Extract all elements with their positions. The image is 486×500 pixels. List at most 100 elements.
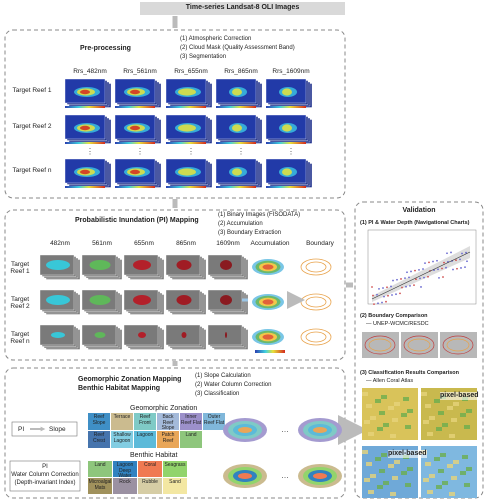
scatter-point (387, 294, 389, 297)
scatter-point (372, 294, 374, 297)
scatter-point (396, 278, 398, 281)
class-patch (449, 434, 455, 438)
comparison-line (368, 338, 392, 352)
class-patch (427, 432, 433, 436)
reef-signal (130, 89, 140, 95)
boundary-line (305, 331, 327, 343)
scatter-point (446, 252, 448, 255)
binary-reef (46, 260, 70, 270)
section-title: Probabilistic Inundation (PI) Mapping (75, 217, 199, 224)
class-swatch (157, 431, 179, 448)
binary-reef (176, 260, 192, 270)
colorbar (115, 142, 155, 144)
pi-box (4, 209, 346, 361)
class-patch (362, 392, 368, 396)
scatter-point (445, 266, 447, 269)
boundary-line (300, 328, 332, 346)
classified-reef (313, 473, 327, 479)
item-subtitle: — UNEP-WCMC/RESDC (366, 321, 429, 327)
colorbar (266, 142, 306, 144)
output-label: Slope (49, 426, 66, 433)
colorbar (166, 142, 206, 144)
step: (3) Boundary Extraction (218, 230, 282, 236)
ellipsis: ⋮ (187, 147, 195, 156)
class-patch (388, 406, 394, 410)
column-label: Accumulation (250, 240, 290, 247)
step: (1) Binary Images (FISODATA) (218, 212, 301, 218)
class-swatch (88, 461, 112, 477)
scatter-point (437, 268, 439, 271)
class-patch (364, 420, 370, 424)
binary-reef (220, 295, 232, 305)
class-swatch (157, 413, 179, 430)
classified-reef (313, 427, 327, 433)
scatter-point (424, 262, 426, 265)
class-swatch (203, 413, 225, 430)
scatter-point (376, 293, 378, 296)
class-patch (427, 490, 433, 494)
scatter-point (420, 286, 422, 288)
colorbar (216, 186, 256, 188)
class-patch (460, 471, 466, 475)
scatter-point (455, 259, 457, 262)
binary-reef (133, 295, 151, 305)
reef-signal (282, 88, 292, 96)
scatter-point (395, 293, 397, 296)
class-patch (405, 483, 411, 487)
reef-signal (232, 168, 242, 176)
class-label: Back Reef Slope (161, 414, 175, 431)
class-swatch (134, 431, 156, 448)
scatter-point (438, 276, 440, 279)
class-patch (429, 416, 435, 420)
class-label: Outer Reef Flat (203, 414, 225, 426)
binary-reef (176, 295, 192, 305)
class-patch (436, 485, 442, 489)
class-swatch (88, 413, 110, 430)
class-label: Reef Slope (92, 414, 106, 426)
scatter-point (406, 271, 408, 274)
class-swatch (113, 478, 137, 494)
class-patch (366, 462, 372, 466)
row-label: Target Reef 2 (12, 123, 52, 130)
colorbar (115, 186, 155, 188)
colorbar (166, 106, 206, 108)
class-label: Seagrass (164, 462, 186, 468)
class-patch (440, 453, 446, 457)
class-patch (390, 492, 396, 496)
ellipsis: ⋮ (136, 147, 144, 156)
class-patch (429, 474, 435, 478)
scatter-point (390, 285, 392, 288)
subsection-title: Geomorphic Zonation (130, 405, 198, 412)
class-swatch (88, 431, 110, 448)
scatter-point (400, 278, 402, 280)
class-swatch (111, 431, 133, 448)
scatter-point (442, 276, 444, 278)
binary-reef (89, 295, 111, 305)
binary-reef (46, 295, 70, 305)
scatter-point (401, 286, 403, 289)
colorbar (216, 106, 256, 108)
column-label: 655nm (134, 240, 154, 247)
scatter-point (452, 268, 454, 271)
class-swatch (180, 431, 202, 448)
class-label: Terrace (113, 414, 131, 420)
scatter-point (418, 268, 420, 271)
binary-reef (181, 332, 187, 338)
class-swatch (163, 461, 187, 477)
class-swatch (138, 461, 162, 477)
item-subtitle: — Allen Coral Atlas (366, 378, 414, 384)
section-title: Geomorphic Zonation Mapping (78, 376, 182, 383)
scatter-point (450, 251, 452, 254)
reef-signal (232, 124, 242, 132)
input-label: (Depth-invariant Index) (14, 480, 76, 486)
reef-signal (130, 125, 140, 131)
class-patch (379, 469, 385, 473)
scatter-point (414, 269, 416, 272)
class-patch (392, 418, 398, 422)
class-patch (453, 460, 459, 464)
class-label: Land (94, 462, 106, 468)
section-title: Validation (402, 207, 436, 214)
class-patch (390, 434, 396, 438)
